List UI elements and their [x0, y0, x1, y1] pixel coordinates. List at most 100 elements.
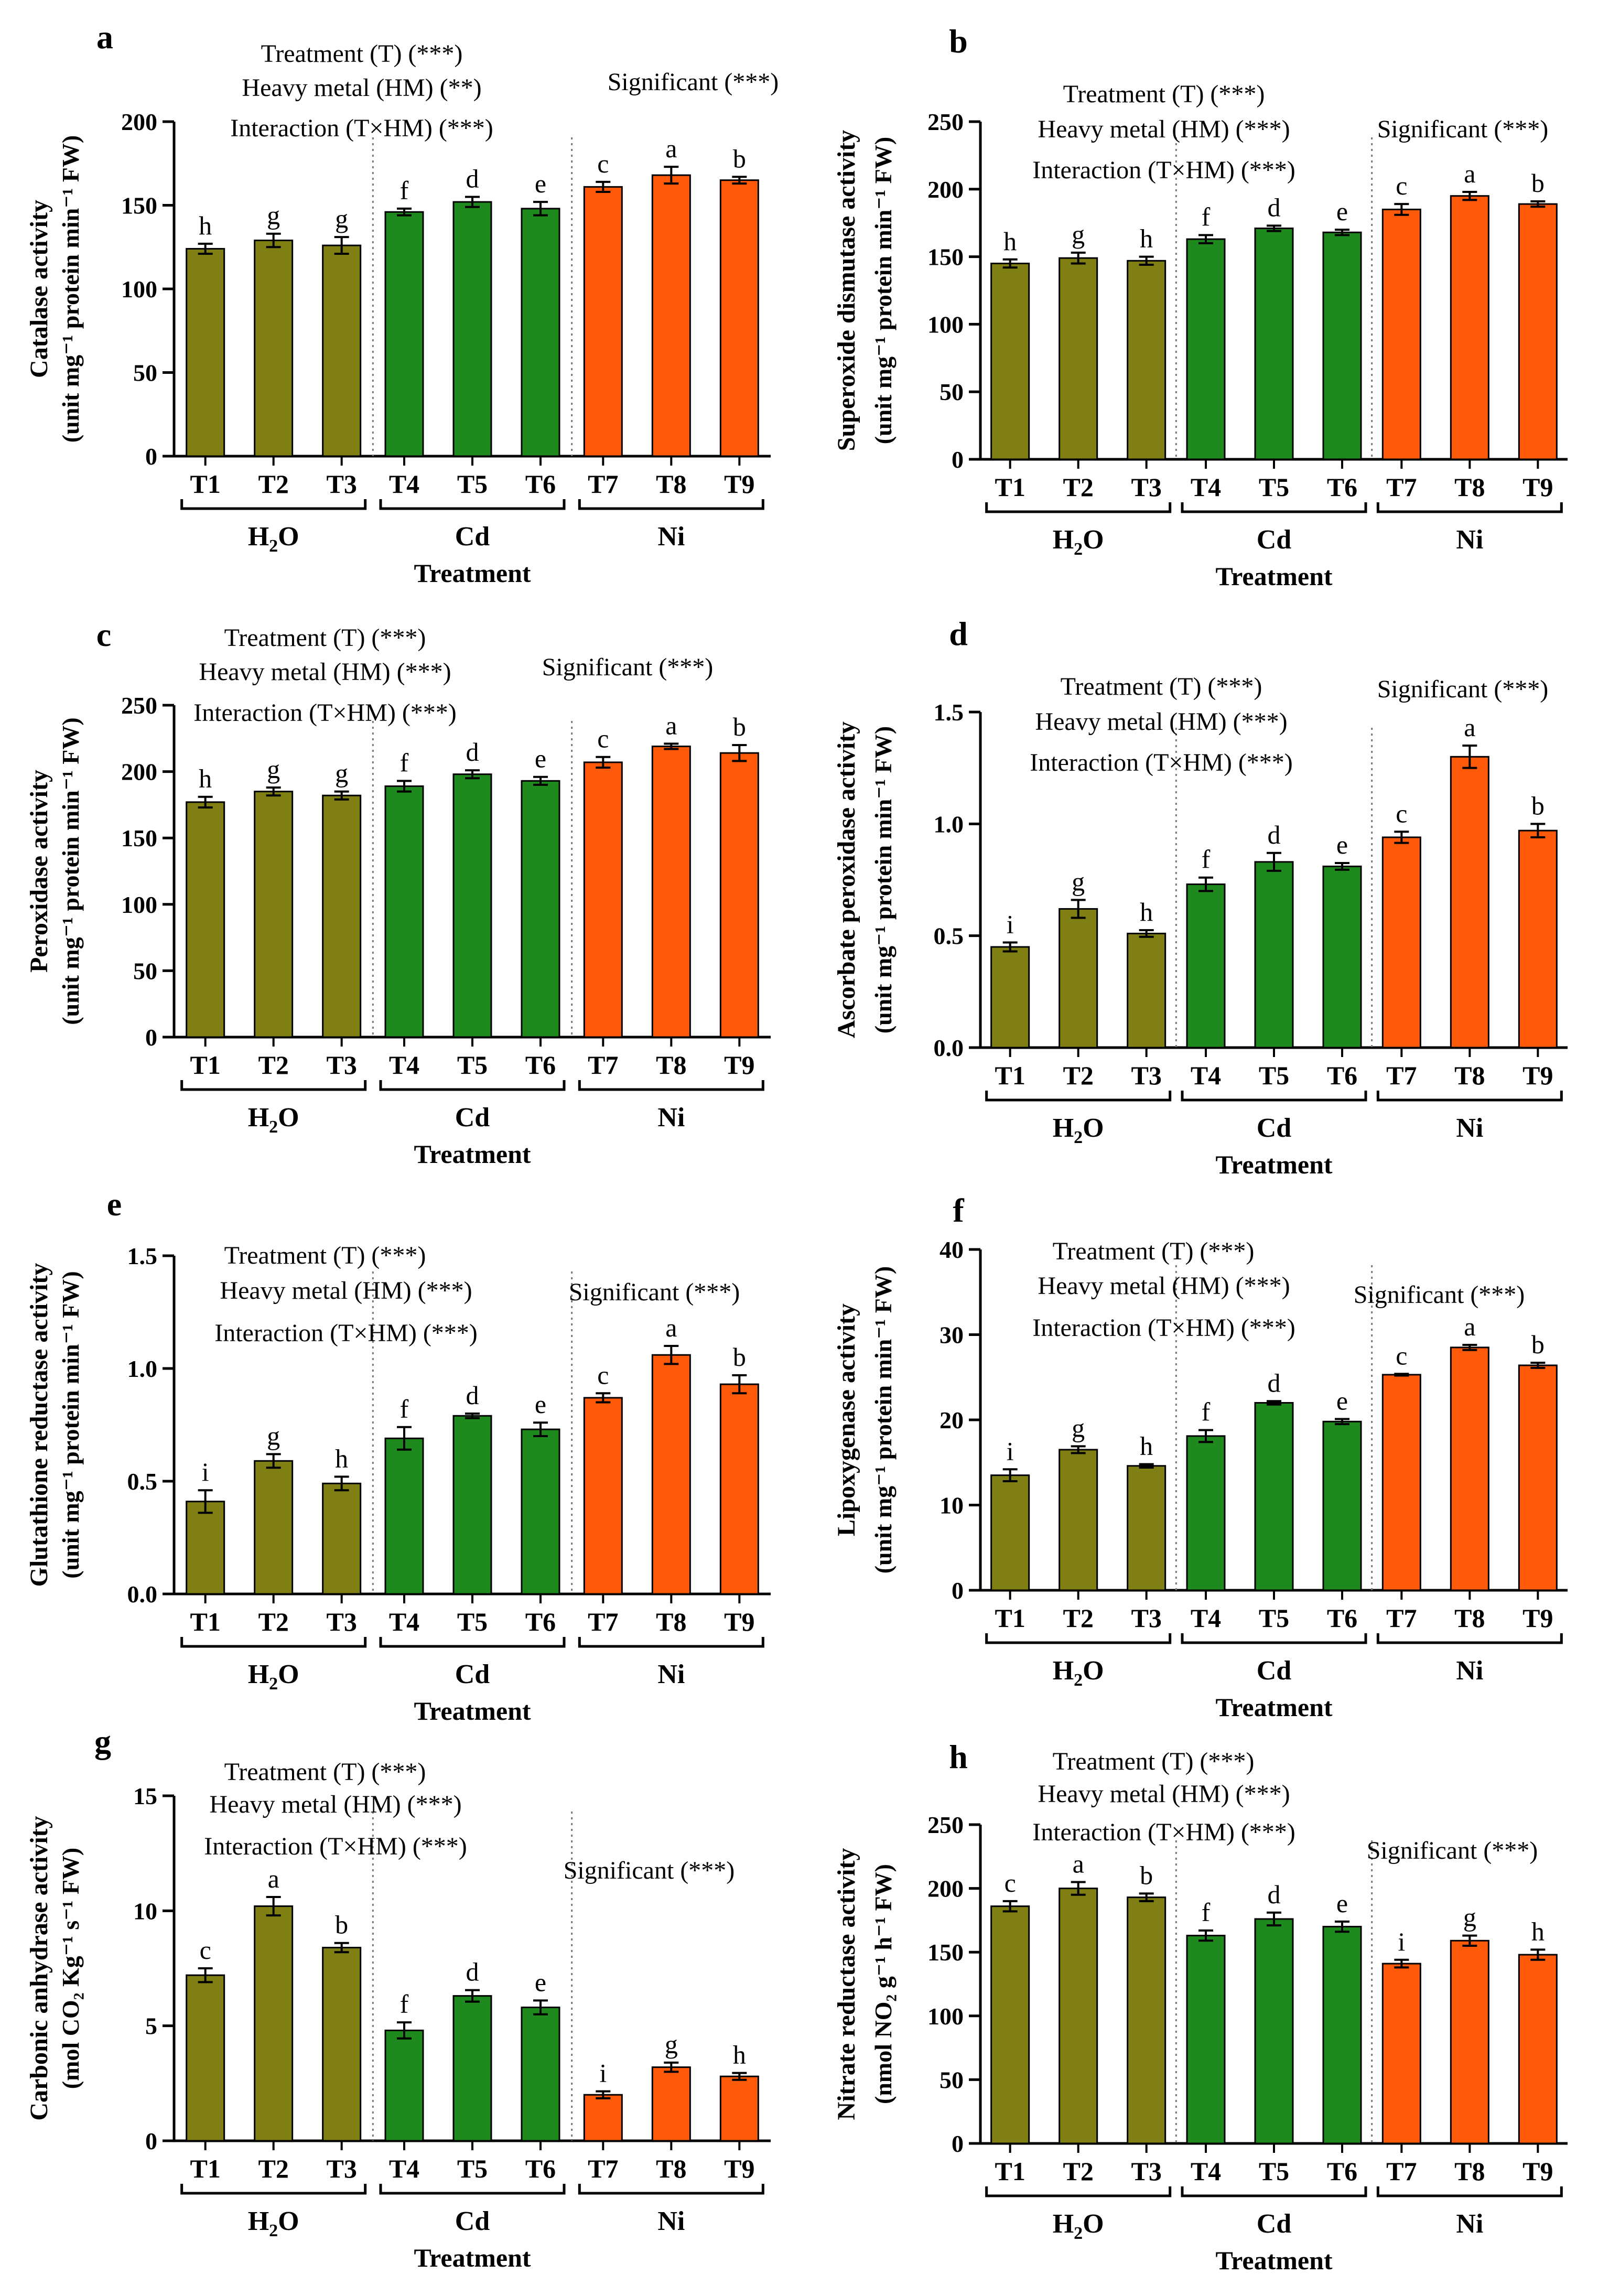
y-tick-label: 250: [927, 109, 964, 135]
x-tick-label: T4: [389, 1050, 419, 1080]
subscript: 2: [1074, 1670, 1083, 1690]
bar-T5: [452, 1995, 492, 2142]
annotation-3: Interaction (T×HM) (***): [1030, 749, 1293, 777]
group-bracket: [985, 2186, 1172, 2197]
y-tick-label: 150: [927, 1939, 964, 1966]
group-label-H2O: H2O: [248, 522, 299, 556]
bar-T1: [186, 801, 225, 1038]
bar-T4: [384, 2029, 424, 2142]
y-tick-label: 100: [121, 891, 157, 918]
y-tick-label: 0.0: [934, 1034, 964, 1061]
bar-T6: [521, 780, 560, 1038]
significance-letter: g: [335, 759, 348, 788]
significance-letter: e: [535, 744, 546, 773]
significance-letter: a: [665, 134, 677, 163]
label-tail: O: [1083, 1656, 1104, 1686]
significance-letter: e: [1336, 830, 1348, 859]
bar-T9: [719, 2075, 759, 2142]
bar-T5: [1254, 1918, 1294, 2144]
group-bracket: [379, 1080, 566, 1091]
significant-annotation: Significant (***): [1354, 1281, 1525, 1309]
bar-T1: [186, 247, 225, 457]
group-bracket: [379, 499, 566, 510]
x-tick-label: T3: [1131, 472, 1161, 502]
x-tick-label: T7: [588, 1050, 618, 1080]
subscript: 2: [1074, 540, 1083, 559]
significance-letter: g: [1463, 1903, 1476, 1932]
y-axis-label: Lipoxygenase activity: [833, 1303, 860, 1536]
significance-letter: h: [733, 2040, 746, 2069]
significance-letter: f: [400, 176, 409, 205]
x-tick-label: T5: [457, 1607, 488, 1636]
x-tick-label: T4: [389, 469, 419, 499]
annotation-3: Interaction (T×HM) (***): [1032, 156, 1295, 184]
bar-T7: [1381, 1374, 1421, 1591]
group-bracket: [985, 1091, 1172, 1102]
bar-T8: [1450, 195, 1489, 460]
significant-annotation: Significant (***): [1377, 115, 1549, 143]
x-tick-label: T2: [1063, 1061, 1093, 1090]
significance-letter: g: [1072, 867, 1085, 896]
significance-letter: h: [1003, 227, 1017, 256]
annotation-3: Interaction (T×HM) (***): [230, 114, 493, 142]
x-tick-label: T7: [1386, 2157, 1417, 2186]
significance-letter: h: [1531, 1916, 1545, 1946]
bar-T6: [1322, 1420, 1362, 1591]
y-axis-label: Carbonic anhydrase activity: [25, 1816, 53, 2120]
annotation-3: Interaction (T×HM) (***): [204, 1833, 467, 1860]
x-tick-label: T4: [1191, 1603, 1221, 1633]
x-tick-label: T9: [724, 1050, 754, 1080]
label-tail: O: [278, 1103, 299, 1133]
bar-T3: [322, 244, 362, 457]
group-bracket: [180, 2184, 367, 2195]
x-tick-label: T4: [389, 1607, 419, 1636]
group-bracket: [1376, 502, 1563, 513]
bar-T8: [651, 174, 691, 457]
y-tick-label: 0: [952, 1577, 964, 1604]
bar-T6: [521, 2007, 560, 2142]
bar-T1: [186, 1501, 225, 1595]
y-axis-units: (unit mg⁻¹ protein min⁻¹ FW): [870, 1266, 897, 1573]
subscript: 2: [269, 1674, 278, 1694]
subscript: 2: [1074, 2224, 1083, 2243]
x-tick-label: T4: [1191, 1061, 1221, 1090]
group-label-Ni: Ni: [657, 522, 685, 552]
significance-letter: d: [1268, 820, 1281, 849]
y-axis-label: Superoxide dismutase activity: [833, 130, 860, 451]
bar-T2: [254, 791, 294, 1038]
y-tick-label: 0: [145, 1024, 157, 1051]
group-bracket: [985, 1633, 1172, 1644]
significance-letter: e: [535, 1967, 546, 1997]
annotation-2: Heavy metal (HM) (***): [209, 1791, 461, 1818]
x-tick-label: T9: [724, 1607, 754, 1636]
bar-T5: [452, 201, 492, 457]
y-tick-label: 100: [121, 276, 157, 303]
bar-T4: [1186, 238, 1226, 460]
significance-letter: c: [1396, 171, 1407, 200]
group-label-Ni: Ni: [657, 1659, 685, 1689]
significant-annotation: Significant (***): [1367, 1837, 1538, 1864]
x-tick-label: T9: [1522, 472, 1553, 502]
significance-letter: d: [1268, 1368, 1281, 1397]
x-tick-label: T7: [1386, 1061, 1417, 1090]
x-tick-label: T6: [1327, 1603, 1357, 1633]
significance-letter: i: [1007, 1436, 1014, 1465]
x-tick-label: T1: [190, 1050, 220, 1080]
significance-letter: d: [466, 164, 479, 193]
significant-annotation: Significant (***): [569, 1278, 740, 1306]
label-tail: O: [278, 1659, 299, 1689]
bar-T8: [651, 2066, 691, 2142]
x-tick-label: T5: [457, 2154, 488, 2183]
label-tail: O: [1083, 525, 1104, 555]
significance-letter: a: [665, 710, 677, 740]
x-tick-label: T5: [1259, 472, 1289, 502]
group-bracket: [1376, 1633, 1563, 1644]
bar-T6: [1322, 231, 1362, 460]
x-tick-label: T9: [1522, 2157, 1553, 2186]
y-axis-units: (unit mg⁻¹ protein min⁻¹ FW): [57, 135, 84, 443]
x-tick-label: T9: [1522, 1061, 1553, 1090]
x-tick-label: T6: [525, 1607, 556, 1636]
significance-letter: i: [202, 1457, 209, 1486]
group-label-Cd: Cd: [1257, 1113, 1292, 1143]
group-bracket: [379, 2184, 566, 2195]
